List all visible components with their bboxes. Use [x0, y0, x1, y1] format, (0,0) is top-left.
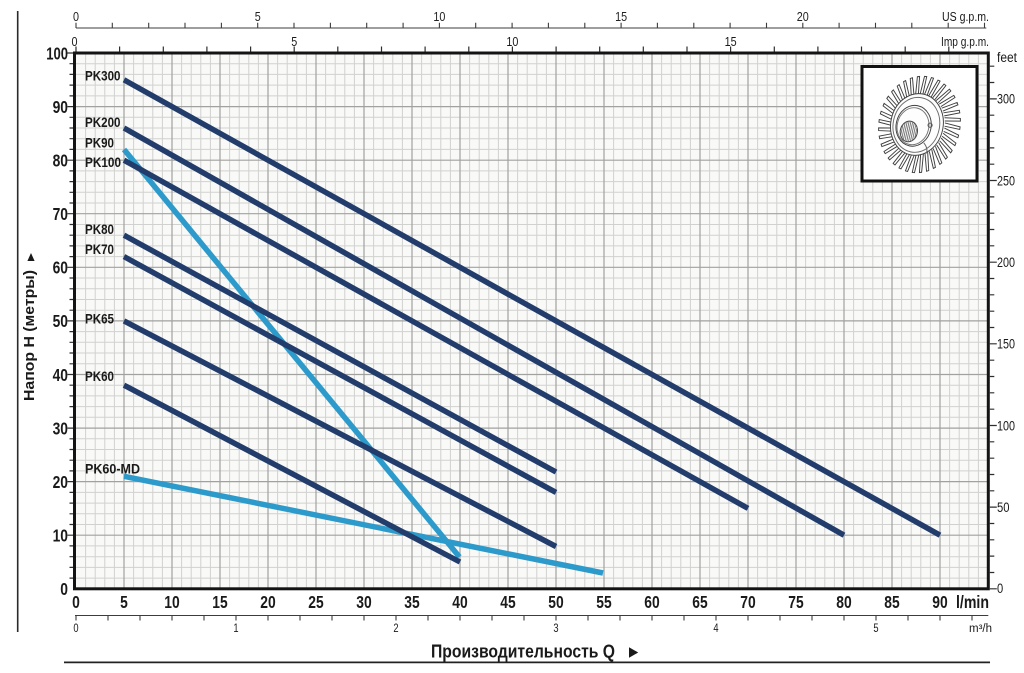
svg-text:25: 25 [308, 592, 324, 612]
svg-text:PK60: PK60 [85, 368, 114, 384]
svg-text:0: 0 [997, 581, 1003, 596]
svg-text:20: 20 [53, 472, 69, 492]
svg-text:50: 50 [53, 311, 69, 331]
svg-text:75: 75 [788, 592, 804, 612]
svg-text:2: 2 [393, 623, 398, 635]
svg-text:feet: feet [997, 50, 1017, 65]
svg-text:PK300: PK300 [85, 68, 121, 84]
svg-text:0: 0 [73, 623, 78, 635]
svg-text:PK65: PK65 [85, 311, 114, 327]
svg-text:60: 60 [53, 258, 69, 278]
svg-text:85: 85 [884, 592, 900, 612]
svg-text:200: 200 [997, 255, 1015, 270]
svg-text:40: 40 [452, 592, 468, 612]
svg-text:US g.p.m.: US g.p.m. [942, 10, 989, 24]
svg-text:Производительность Q: Производительность Q [431, 641, 615, 662]
svg-text:40: 40 [53, 365, 69, 385]
svg-text:30: 30 [356, 592, 372, 612]
svg-text:30: 30 [53, 418, 69, 438]
svg-text:150: 150 [997, 337, 1015, 352]
svg-text:5: 5 [873, 623, 878, 635]
svg-text:0: 0 [60, 579, 68, 599]
svg-text:m³/h: m³/h [969, 623, 992, 635]
svg-text:PK200: PK200 [85, 114, 121, 130]
svg-text:70: 70 [53, 204, 69, 224]
svg-text:60: 60 [644, 592, 660, 612]
svg-text:PK80: PK80 [85, 221, 114, 237]
svg-text:80: 80 [836, 592, 852, 612]
svg-text:Напор H (метры): Напор H (метры) [22, 270, 38, 401]
svg-text:0: 0 [72, 592, 80, 612]
svg-text:3: 3 [553, 623, 558, 635]
svg-text:90: 90 [932, 592, 948, 612]
svg-text:55: 55 [596, 592, 612, 612]
svg-text:80: 80 [53, 151, 69, 171]
svg-text:100: 100 [997, 418, 1015, 433]
svg-text:250: 250 [997, 173, 1015, 188]
svg-text:5: 5 [291, 35, 297, 49]
svg-text:300: 300 [997, 92, 1015, 107]
svg-text:10: 10 [53, 526, 69, 546]
svg-text:10: 10 [506, 35, 518, 49]
svg-text:10: 10 [433, 10, 445, 24]
svg-text:0: 0 [73, 10, 79, 24]
svg-text:5: 5 [255, 10, 261, 24]
svg-text:1: 1 [233, 623, 238, 635]
svg-text:PK60-MD: PK60-MD [85, 461, 140, 477]
svg-text:PK100: PK100 [85, 154, 121, 170]
svg-text:0: 0 [72, 35, 78, 49]
svg-text:90: 90 [53, 97, 69, 117]
svg-text:PK70: PK70 [85, 241, 114, 257]
svg-text:100: 100 [46, 43, 68, 63]
svg-text:15: 15 [615, 10, 627, 24]
svg-text:10: 10 [164, 592, 180, 612]
svg-text:PK90: PK90 [85, 135, 114, 151]
svg-text:20: 20 [797, 10, 809, 24]
svg-text:45: 45 [500, 592, 516, 612]
svg-text:20: 20 [260, 592, 276, 612]
svg-text:Imp g.p.m.: Imp g.p.m. [941, 35, 989, 49]
svg-text:4: 4 [713, 623, 719, 635]
svg-text:50: 50 [548, 592, 564, 612]
svg-text:5: 5 [120, 592, 128, 612]
svg-text:65: 65 [692, 592, 708, 612]
svg-text:15: 15 [212, 592, 228, 612]
svg-text:l/min: l/min [956, 592, 989, 612]
svg-text:50: 50 [997, 500, 1010, 515]
svg-text:15: 15 [725, 35, 737, 49]
svg-text:35: 35 [404, 592, 420, 612]
svg-text:70: 70 [740, 592, 756, 612]
